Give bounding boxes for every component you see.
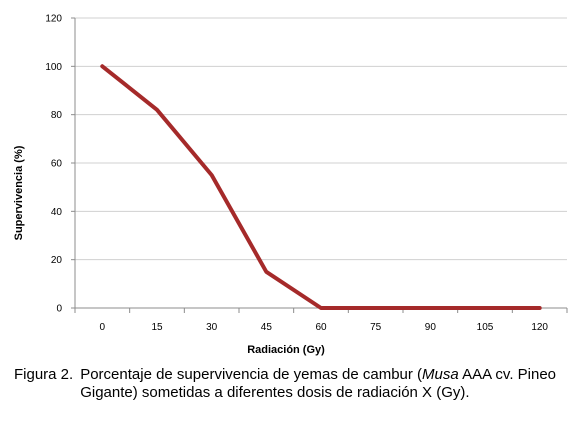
x-tick-label: 15: [151, 322, 163, 333]
y-tick-label: 80: [51, 110, 63, 121]
caption-text-after: AAA cv. Pineo Gigante) sometidas a difer…: [80, 366, 557, 401]
x-tick-labels: 0 15 30 45 60 75 90 105 120: [100, 322, 549, 333]
y-tick-label: 120: [45, 14, 62, 25]
caption-text: Porcentaje de supervivencia de yemas de …: [80, 366, 559, 402]
x-axis-title: Radiación (Gy): [247, 344, 325, 356]
grid-lines: [75, 17, 567, 261]
caption-text-before: Porcentaje de supervivencia de yemas de …: [80, 366, 423, 383]
y-tick-label: 60: [51, 159, 63, 170]
y-tick-label: 100: [45, 62, 62, 73]
x-tick-label: 120: [531, 322, 548, 333]
y-tick-label: 0: [56, 304, 62, 315]
y-axis-title: Supervivencia (%): [13, 145, 25, 240]
x-tick-label: 105: [477, 322, 494, 333]
y-tick-label: 40: [51, 207, 63, 218]
y-tick-labels: 0 20 40 60 80 100 120: [45, 14, 62, 315]
x-tick-label: 45: [261, 322, 273, 333]
series-line: [100, 64, 542, 310]
y-tick-label: 20: [51, 255, 63, 266]
figure-caption: Figura 2. Porcentaje de supervivencia de…: [14, 366, 559, 402]
x-tick-label: 75: [370, 322, 382, 333]
axes: [71, 17, 568, 313]
caption-label: Figura 2.: [14, 366, 74, 383]
caption-italic: Musa: [422, 366, 459, 383]
series-group: [100, 64, 542, 310]
x-tick-label: 0: [100, 322, 106, 333]
x-tick-label: 90: [425, 322, 437, 333]
x-tick-label: 60: [315, 322, 327, 333]
survival-chart: 0 20 40 60 80 100 120 0 15 30 45 60 75 90 105 120 Radi…: [13, 14, 568, 356]
x-tick-label: 30: [206, 322, 218, 333]
